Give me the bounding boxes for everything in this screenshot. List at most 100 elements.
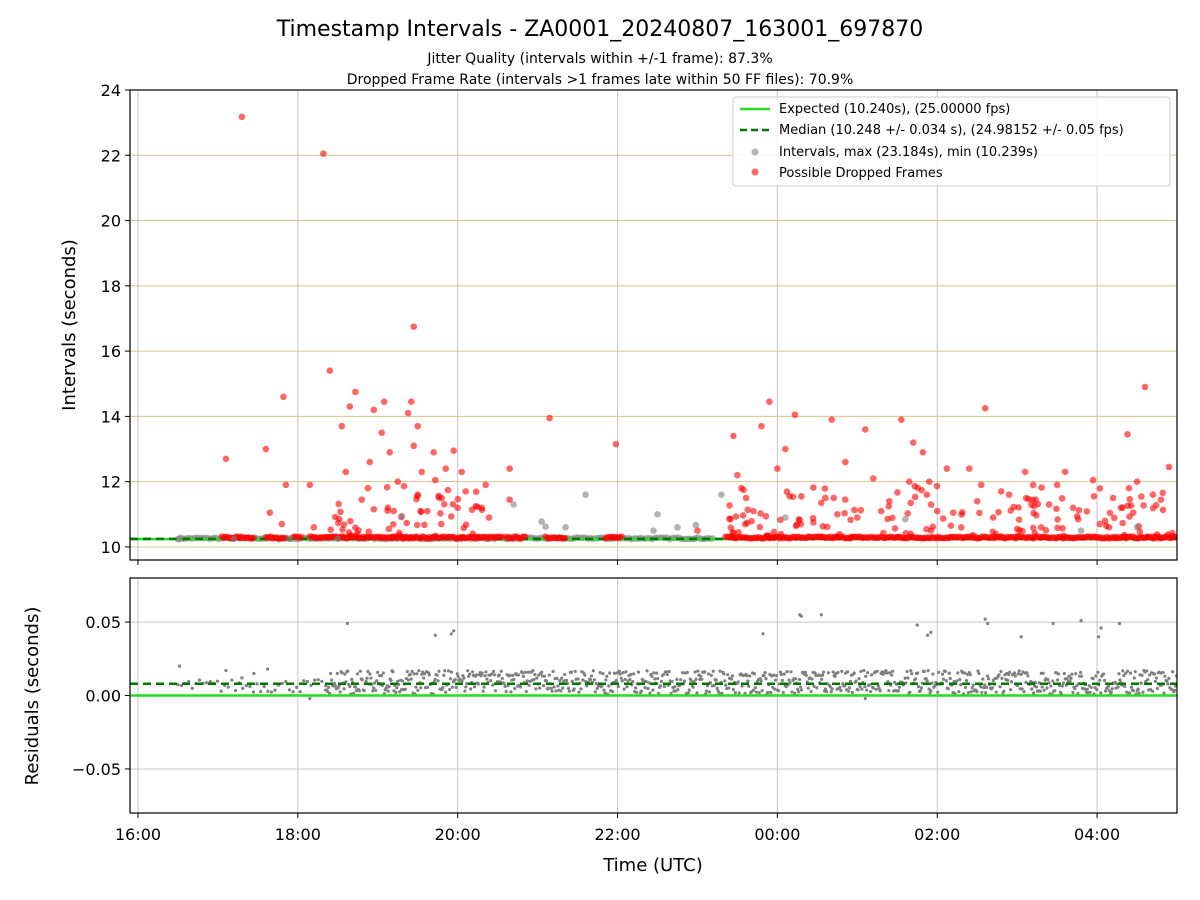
residual-point: [964, 679, 969, 683]
dropped-point: [1096, 485, 1104, 492]
residual-point: [1067, 674, 1071, 678]
dropped-point: [877, 507, 885, 515]
dropped-point: [1117, 504, 1125, 512]
dropped-point: [894, 489, 901, 496]
residual-point: [410, 669, 414, 673]
residual-point: [396, 679, 400, 683]
residual-point: [722, 672, 726, 676]
residual-point: [329, 671, 333, 676]
residual-point: [1068, 679, 1072, 683]
x-tick-label: 22:00: [594, 825, 640, 844]
residual-point: [656, 676, 660, 681]
dropped-point: [444, 486, 452, 494]
residual-point: [479, 674, 483, 678]
residual-point: [1055, 678, 1060, 682]
residual-point: [1008, 670, 1012, 674]
residual-point: [569, 670, 573, 674]
residual-point: [455, 672, 459, 676]
residual-point: [489, 678, 493, 683]
residual-point: [931, 672, 935, 676]
residual-point: [252, 671, 256, 676]
residual-point: [941, 677, 946, 681]
dropped-point: [842, 458, 849, 466]
dropped-point: [440, 500, 448, 508]
residual-point: [966, 690, 970, 695]
residual-point: [302, 679, 306, 683]
residual-point: [444, 690, 448, 694]
dropped-point: [834, 511, 841, 518]
residual-point: [629, 672, 633, 677]
residual-point: [333, 684, 338, 688]
residual-point: [446, 669, 451, 673]
dropped-point: [408, 398, 415, 406]
residual-point: [1020, 687, 1024, 691]
dropped-point: [756, 523, 764, 531]
dropped-point: [907, 530, 914, 538]
residual-point: [1166, 682, 1170, 686]
dropped-point: [770, 528, 778, 536]
interval-point: [582, 491, 589, 499]
dropped-point: [222, 455, 230, 463]
residual-point: [1024, 680, 1028, 684]
residual-point: [724, 683, 728, 687]
dropped-point: [989, 514, 997, 521]
residual-point: [1079, 670, 1083, 675]
dropped-point: [1089, 476, 1097, 484]
residual-point: [273, 688, 277, 692]
residual-point: [868, 683, 872, 687]
dropped-point: [762, 512, 770, 520]
residual-point: [453, 678, 457, 682]
residual-point: [255, 682, 259, 686]
residual-point: [427, 673, 431, 677]
dropped-point: [766, 398, 773, 406]
dropped-point: [848, 533, 855, 541]
residual-point: [979, 685, 983, 689]
dropped-point: [347, 517, 354, 525]
residual-point: [1121, 669, 1125, 673]
dropped-point: [911, 493, 919, 501]
residual-point: [1141, 690, 1145, 694]
residual-point: [1117, 672, 1121, 676]
residual-point: [1049, 684, 1053, 688]
residual-point: [233, 688, 238, 693]
residual-point: [497, 673, 502, 677]
residual-point: [556, 684, 560, 688]
residual-point: [890, 673, 894, 677]
residual-point: [871, 686, 876, 690]
residual-point: [1132, 676, 1136, 680]
residual-point: [564, 678, 569, 683]
dropped-point: [447, 513, 455, 520]
residual-point: [740, 684, 744, 688]
dropped-point: [618, 533, 625, 540]
residual-point: [1102, 672, 1106, 676]
residual-point: [779, 672, 783, 677]
dropped-point: [546, 414, 553, 422]
residual-point: [639, 689, 643, 693]
residual-point: [612, 671, 617, 675]
top-marks: [130, 113, 1177, 543]
residual-point: [532, 677, 536, 682]
interval-point: [542, 523, 549, 531]
dropped-point: [389, 520, 397, 528]
residual-point: [1019, 672, 1023, 677]
dropped-point: [949, 509, 957, 516]
residual-point: [833, 674, 837, 678]
legend-dropped-label: Possible Dropped Frames: [779, 166, 943, 181]
dropped-point: [1096, 520, 1104, 528]
residual-point: [1089, 685, 1093, 689]
residual-point: [336, 686, 340, 690]
interval-point: [901, 515, 909, 523]
dropped-point: [1059, 524, 1066, 532]
dropped-point: [338, 422, 346, 430]
dropped-point: [1053, 505, 1060, 513]
residual-point: [809, 689, 813, 694]
residual-point: [983, 683, 987, 687]
dropped-point: [366, 458, 374, 466]
residual-point: [1070, 672, 1074, 676]
residual-point: [406, 678, 410, 682]
dropped-point: [485, 514, 493, 521]
residual-point: [625, 685, 629, 689]
top-y-tick-label: 10: [101, 538, 121, 557]
residual-point: [661, 672, 666, 677]
residual-point: [1122, 673, 1126, 678]
